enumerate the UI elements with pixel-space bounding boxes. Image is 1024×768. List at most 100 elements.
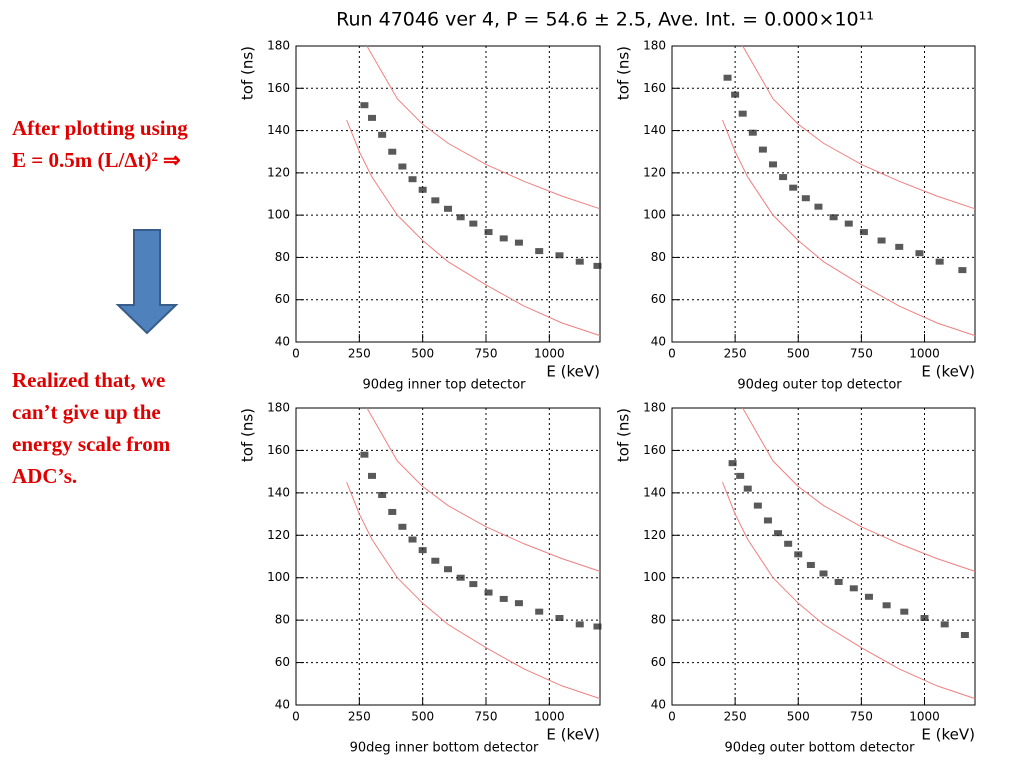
plot: 0 250 500 750 1000 40 60 80 100 120 140 160 180 E (ke… — [239, 39, 602, 393]
x-tick-label: 250 — [724, 347, 747, 361]
point — [388, 148, 397, 155]
x-tick-label: 750 — [475, 710, 498, 724]
point — [882, 602, 891, 609]
point — [960, 631, 969, 638]
plot-frame — [671, 45, 976, 343]
chart-title: 90deg outer top detector — [737, 378, 902, 393]
x-tick-label: 1000 — [534, 710, 565, 724]
point — [456, 574, 465, 581]
note: After plotting using E = 0.5m (L/Δt)² ⇒ — [12, 112, 188, 176]
curve — [722, 482, 976, 700]
plot-frame — [671, 407, 976, 706]
y-axis-label: tof (ns) — [615, 408, 633, 462]
point — [864, 593, 873, 600]
down-arrow — [115, 229, 179, 335]
y-tick-label: 180 — [643, 401, 666, 415]
point — [514, 600, 523, 607]
point — [789, 184, 798, 191]
point — [723, 74, 732, 81]
y-tick-label: 140 — [267, 485, 290, 499]
curve — [742, 45, 976, 210]
point — [920, 615, 929, 622]
y-tick-label: 80 — [275, 250, 290, 264]
point — [444, 566, 452, 573]
point — [484, 229, 493, 236]
plot-frame — [295, 407, 601, 706]
curve — [366, 407, 601, 572]
x-tick-label: 500 — [787, 347, 810, 361]
x-tick-label: 500 — [411, 347, 434, 361]
point — [388, 508, 397, 515]
x-tick-label: 250 — [724, 710, 747, 724]
point — [774, 530, 783, 537]
y-tick-label: 60 — [275, 655, 290, 669]
y-tick-label: 160 — [267, 443, 290, 457]
point — [801, 195, 810, 202]
x-tick-label: 1000 — [909, 710, 940, 724]
point — [859, 229, 868, 236]
point — [849, 585, 858, 592]
y-tick-label: 140 — [267, 123, 290, 137]
y-axis-label: tof (ns) — [239, 408, 257, 462]
point — [431, 197, 440, 204]
y-tick-label: 60 — [651, 292, 666, 306]
point — [819, 570, 828, 577]
point — [360, 451, 369, 458]
y-tick-label: 80 — [275, 613, 290, 627]
point — [763, 517, 772, 524]
point — [456, 214, 465, 221]
point — [555, 252, 564, 259]
point — [758, 146, 767, 153]
point — [895, 243, 904, 250]
point — [935, 258, 944, 265]
chart-title: 90deg inner bottom detector — [350, 741, 539, 756]
point — [360, 102, 369, 109]
chart-title: 90deg outer bottom detector — [725, 741, 916, 756]
point — [829, 214, 838, 221]
y-tick-label: 120 — [267, 528, 290, 542]
point — [575, 258, 584, 265]
slide-title: Run 47046 ver 4, P = 54.6 ± 2.5, Ave. In… — [336, 9, 874, 31]
point — [368, 114, 376, 121]
point — [378, 131, 387, 138]
curve — [742, 407, 976, 572]
note-line: E = 0.5m (L/Δt)² ⇒ — [12, 148, 181, 172]
y-tick-label: 140 — [643, 485, 666, 499]
y-tick-label: 100 — [267, 570, 290, 584]
point — [368, 472, 376, 479]
point — [844, 220, 853, 227]
point — [794, 551, 803, 558]
x-tick-label: 0 — [292, 347, 300, 361]
point — [378, 491, 387, 498]
point — [514, 239, 523, 246]
point — [753, 502, 762, 509]
point — [738, 110, 747, 117]
note-line: After plotting using — [12, 116, 188, 140]
plot: 0 250 500 750 1000 40 60 80 100 120 140 160 180 E (ke… — [239, 401, 602, 756]
point — [769, 161, 777, 168]
x-tick-label: 750 — [850, 710, 873, 724]
point — [418, 547, 427, 554]
y-tick-label: 120 — [643, 528, 666, 542]
note-line: ADC’s. — [12, 464, 78, 488]
point — [418, 186, 427, 193]
point — [814, 203, 823, 210]
y-tick-label: 100 — [643, 570, 666, 584]
x-tick-label: 250 — [348, 710, 371, 724]
y-tick-label: 180 — [267, 401, 290, 415]
y-tick-label: 160 — [643, 443, 666, 457]
y-tick-label: 100 — [643, 208, 666, 222]
point — [784, 540, 793, 547]
curve — [722, 119, 976, 337]
point — [535, 248, 544, 255]
y-tick-label: 180 — [267, 39, 290, 53]
point — [469, 220, 478, 227]
x-tick-label: 0 — [292, 710, 300, 724]
x-axis-label: E (keV) — [921, 726, 975, 744]
y-tick-label: 60 — [275, 292, 290, 306]
x-tick-label: 0 — [668, 347, 676, 361]
y-tick-label: 180 — [643, 39, 666, 53]
x-tick-label: 750 — [475, 347, 498, 361]
point — [743, 485, 752, 492]
